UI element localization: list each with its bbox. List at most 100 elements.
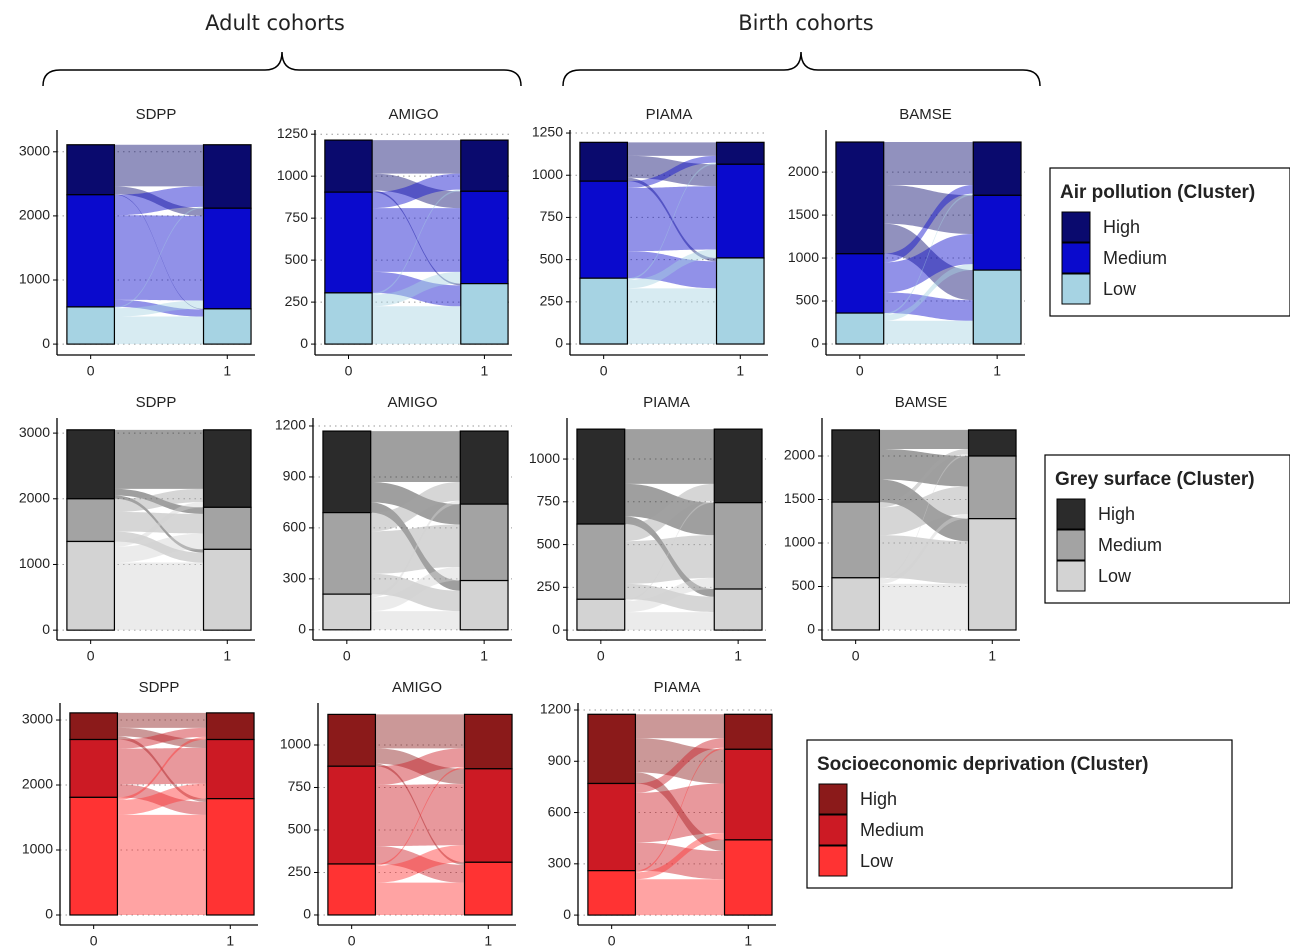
bar-segment (579, 141, 629, 182)
bar-segment (205, 798, 255, 916)
panel-title: SDPP (139, 679, 180, 696)
y-tick-label: 900 (548, 752, 572, 768)
flow (370, 573, 461, 612)
bar-segment (322, 593, 372, 631)
bar-segment (587, 713, 637, 785)
flow (883, 142, 974, 186)
flow (114, 531, 204, 563)
legend-entry: Medium (1103, 248, 1167, 268)
bar-segment (460, 190, 509, 285)
legend-title: Grey surface (Cluster) (1055, 469, 1255, 490)
bar-segment (967, 455, 1017, 520)
bar-segment (327, 765, 377, 865)
x-tick-label: 0 (87, 363, 95, 379)
x-tick-label: 1 (736, 363, 744, 379)
flow (114, 429, 204, 489)
flow (635, 714, 725, 739)
bar-segment (972, 269, 1022, 345)
y-tick-label: 1500 (788, 206, 819, 222)
y-tick-label: 2000 (19, 207, 50, 223)
y-tick-label: 600 (283, 519, 307, 535)
panel-title: AMIGO (388, 106, 438, 123)
y-tick-label: 1200 (540, 701, 571, 717)
flow (627, 162, 717, 280)
legend-entry: Medium (860, 820, 924, 840)
y-tick-label: 1250 (532, 124, 563, 140)
y-tick-label: 500 (537, 535, 561, 551)
bar-segment (205, 738, 255, 800)
flow (114, 206, 204, 309)
legend-entry: Medium (1098, 535, 1162, 555)
bar-segment (723, 748, 773, 841)
legend-swatch (1056, 529, 1086, 561)
bar-segment (459, 579, 509, 631)
y-tick-label: 500 (540, 250, 564, 266)
flow (117, 783, 207, 815)
flow (372, 271, 461, 307)
bar-segment (69, 738, 119, 798)
bar-segment (715, 141, 765, 165)
flow (114, 511, 204, 534)
x-tick-label: 0 (343, 648, 351, 664)
x-tick-label: 0 (856, 363, 864, 379)
y-tick-label: 750 (285, 209, 309, 225)
panel-title: PIAMA (646, 106, 693, 123)
legend-entry: Low (1103, 279, 1137, 299)
bar-segment (459, 503, 509, 582)
y-tick-label: 0 (300, 335, 308, 351)
legend-entry: High (1103, 217, 1140, 237)
flow (883, 193, 974, 315)
bar-segment (202, 207, 252, 310)
bar-segment (66, 540, 116, 631)
flow (883, 233, 974, 293)
y-tick-label: 1000 (277, 167, 308, 183)
y-tick-label: 0 (45, 906, 53, 922)
bar-segment (972, 141, 1022, 196)
x-tick-label: 1 (226, 933, 234, 949)
x-tick-label: 1 (988, 648, 996, 664)
x-tick-label: 0 (608, 933, 616, 949)
panel-title: BAMSE (899, 106, 952, 123)
flow (627, 288, 717, 345)
flow (879, 535, 969, 584)
y-tick-label: 2000 (19, 489, 50, 505)
bar-segment (723, 713, 773, 750)
bar-segment (831, 577, 881, 631)
y-tick-label: 3000 (19, 142, 50, 158)
flow (370, 500, 461, 598)
flow (372, 306, 461, 345)
flow (114, 215, 204, 301)
flow (114, 488, 204, 514)
flow (117, 814, 207, 915)
flow (114, 299, 204, 317)
legend-swatch (1056, 560, 1086, 592)
y-tick-label: 0 (563, 906, 571, 922)
flow (117, 736, 207, 800)
bar-segment (576, 428, 626, 525)
bar-segment (459, 430, 509, 505)
y-tick-label: 3000 (22, 711, 53, 727)
bar-segment (715, 163, 765, 259)
x-tick-label: 1 (481, 363, 489, 379)
bar-segment (327, 713, 377, 767)
bar-segment (831, 501, 881, 579)
y-tick-label: 750 (288, 778, 312, 794)
bar-segment (324, 292, 373, 345)
y-tick-label: 1250 (277, 125, 308, 141)
bar-segment (202, 308, 252, 345)
flow (883, 320, 974, 344)
flow (635, 738, 725, 793)
bar-segment (324, 191, 373, 294)
x-tick-label: 0 (600, 363, 608, 379)
legend-entry: High (860, 789, 897, 809)
x-tick-label: 1 (484, 933, 492, 949)
flow (370, 482, 461, 532)
flow (624, 612, 715, 631)
bar-segment (831, 429, 881, 503)
flow (624, 583, 715, 613)
panel-title: SDPP (136, 106, 177, 123)
bar-segment (460, 283, 509, 345)
flow (117, 747, 207, 785)
y-tick-label: 500 (285, 251, 309, 267)
bar-segment (460, 139, 509, 192)
